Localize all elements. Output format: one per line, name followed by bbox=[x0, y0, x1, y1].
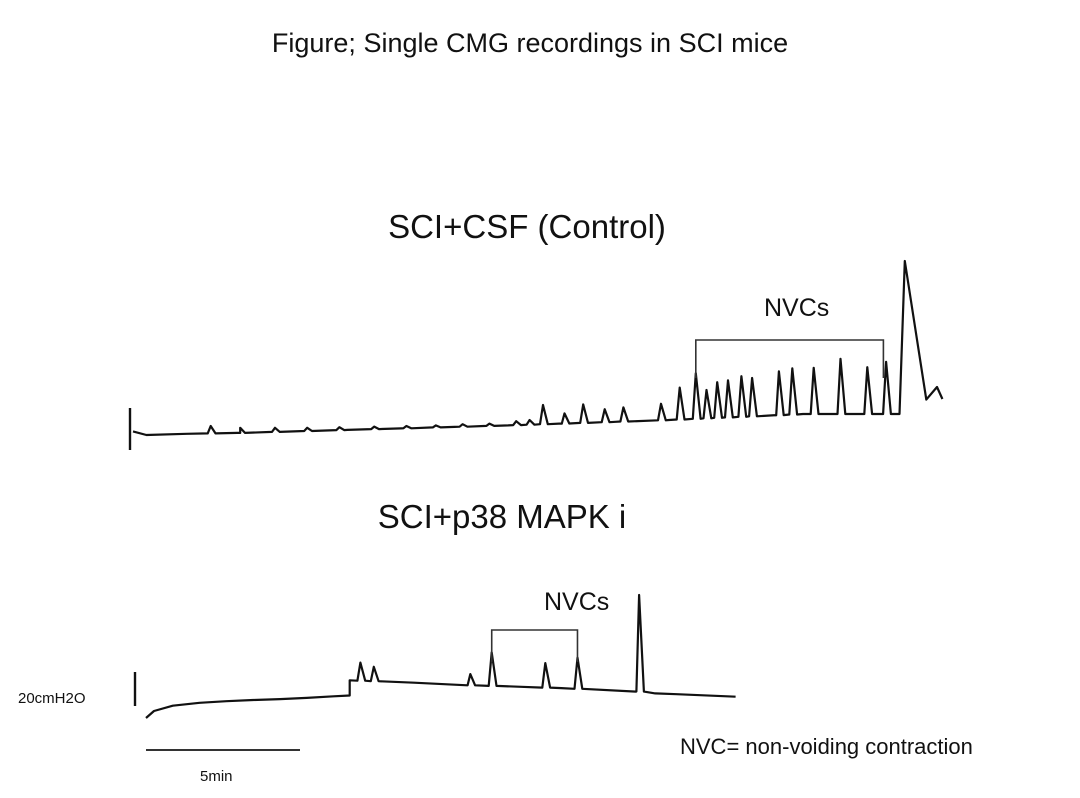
nvc-definition-note: NVC= non-voiding contraction bbox=[680, 734, 973, 759]
time-scale-label: 5min bbox=[200, 768, 233, 785]
top-trace-title: SCI+CSF (Control) bbox=[388, 208, 666, 245]
cmg-trace-line-1 bbox=[132, 259, 944, 437]
pressure-scale-label: 20cmH2O bbox=[18, 690, 86, 707]
top-nvc-label: NVCs bbox=[764, 294, 830, 322]
nvc-bracket-1 bbox=[695, 339, 885, 378]
cmg-trace-line-2 bbox=[145, 593, 736, 719]
figure-title: Figure; Single CMG recordings in SCI mic… bbox=[271, 28, 789, 58]
nvc-bracket-2 bbox=[490, 629, 579, 662]
bottom-trace-title: SCI+p38 MAPK i bbox=[377, 498, 627, 535]
bottom-nvc-label: NVCs bbox=[544, 588, 610, 616]
